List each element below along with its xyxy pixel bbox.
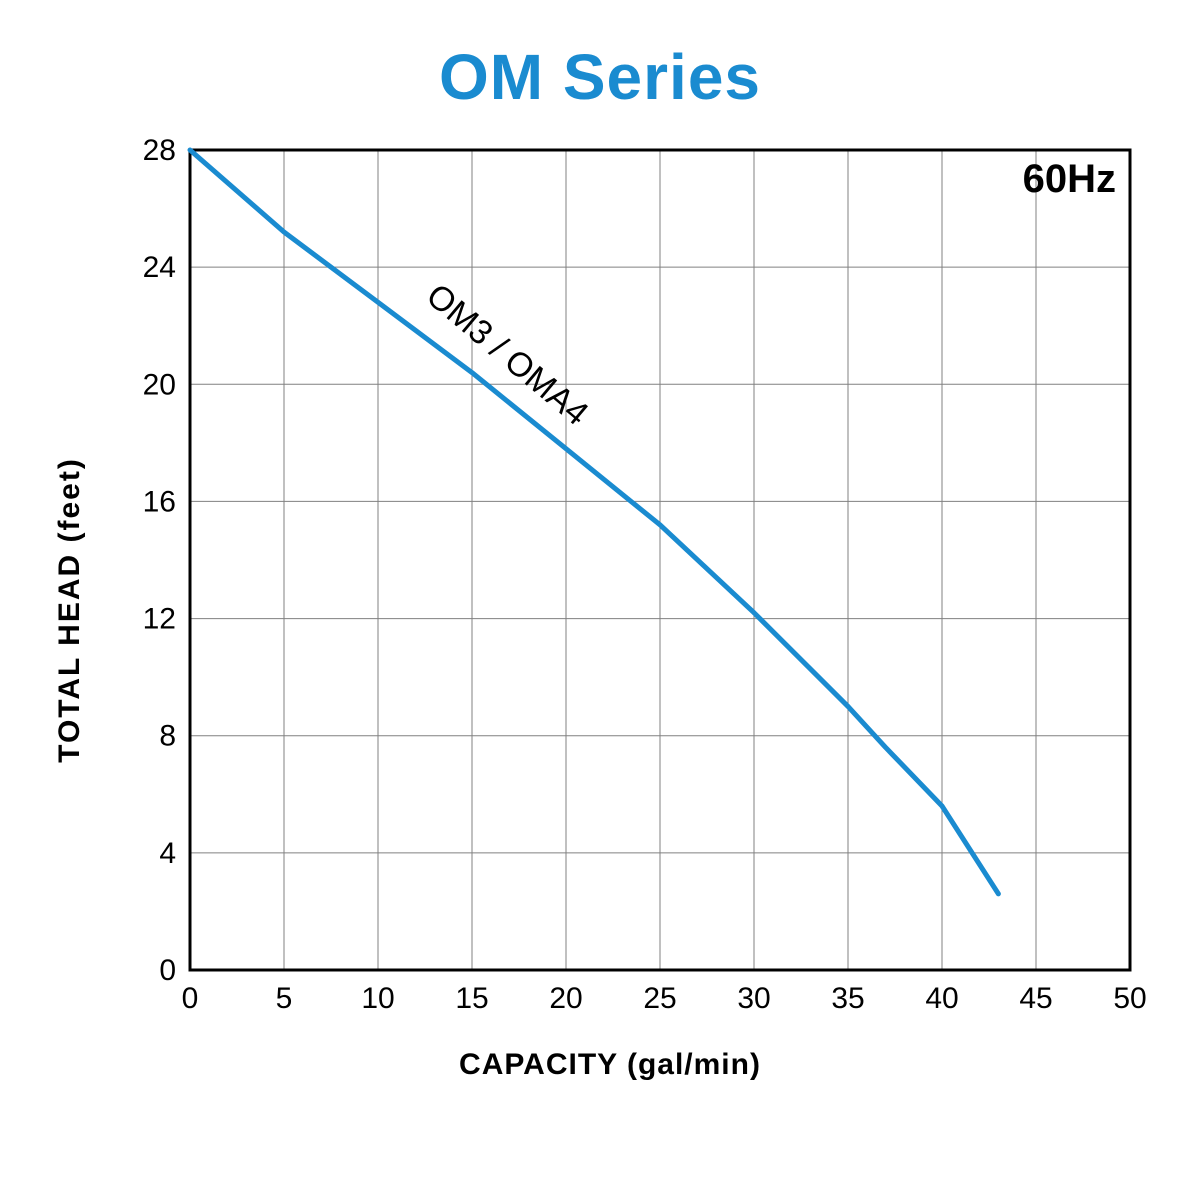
x-tick-label: 45 [1019, 982, 1052, 1015]
x-tick-label: 5 [276, 982, 293, 1015]
x-tick-label: 15 [455, 982, 488, 1015]
chart-svg: 05101520253035404550048121620242860HzOM3… [60, 130, 1160, 1030]
x-tick-label: 20 [549, 982, 582, 1015]
x-tick-label: 35 [831, 982, 864, 1015]
y-tick-label: 12 [143, 603, 176, 636]
x-tick-label: 10 [361, 982, 394, 1015]
y-tick-label: 28 [143, 134, 176, 167]
y-tick-label: 24 [143, 251, 176, 284]
chart-title: OM Series [0, 40, 1200, 114]
y-tick-label: 4 [159, 837, 176, 870]
y-tick-label: 0 [159, 954, 176, 987]
y-tick-label: 8 [159, 720, 176, 753]
x-tick-label: 0 [182, 982, 199, 1015]
chart-container: TOTAL HEAD (feet) 0510152025303540455004… [60, 130, 1160, 1090]
x-tick-label: 25 [643, 982, 676, 1015]
y-tick-label: 20 [143, 368, 176, 401]
y-axis-label: TOTAL HEAD (feet) [53, 457, 87, 763]
frequency-label: 60Hz [1023, 157, 1116, 201]
x-tick-label: 30 [737, 982, 770, 1015]
x-tick-label: 50 [1113, 982, 1146, 1015]
x-axis-label: CAPACITY (gal/min) [60, 1048, 1160, 1082]
y-tick-label: 16 [143, 485, 176, 518]
x-tick-label: 40 [925, 982, 958, 1015]
